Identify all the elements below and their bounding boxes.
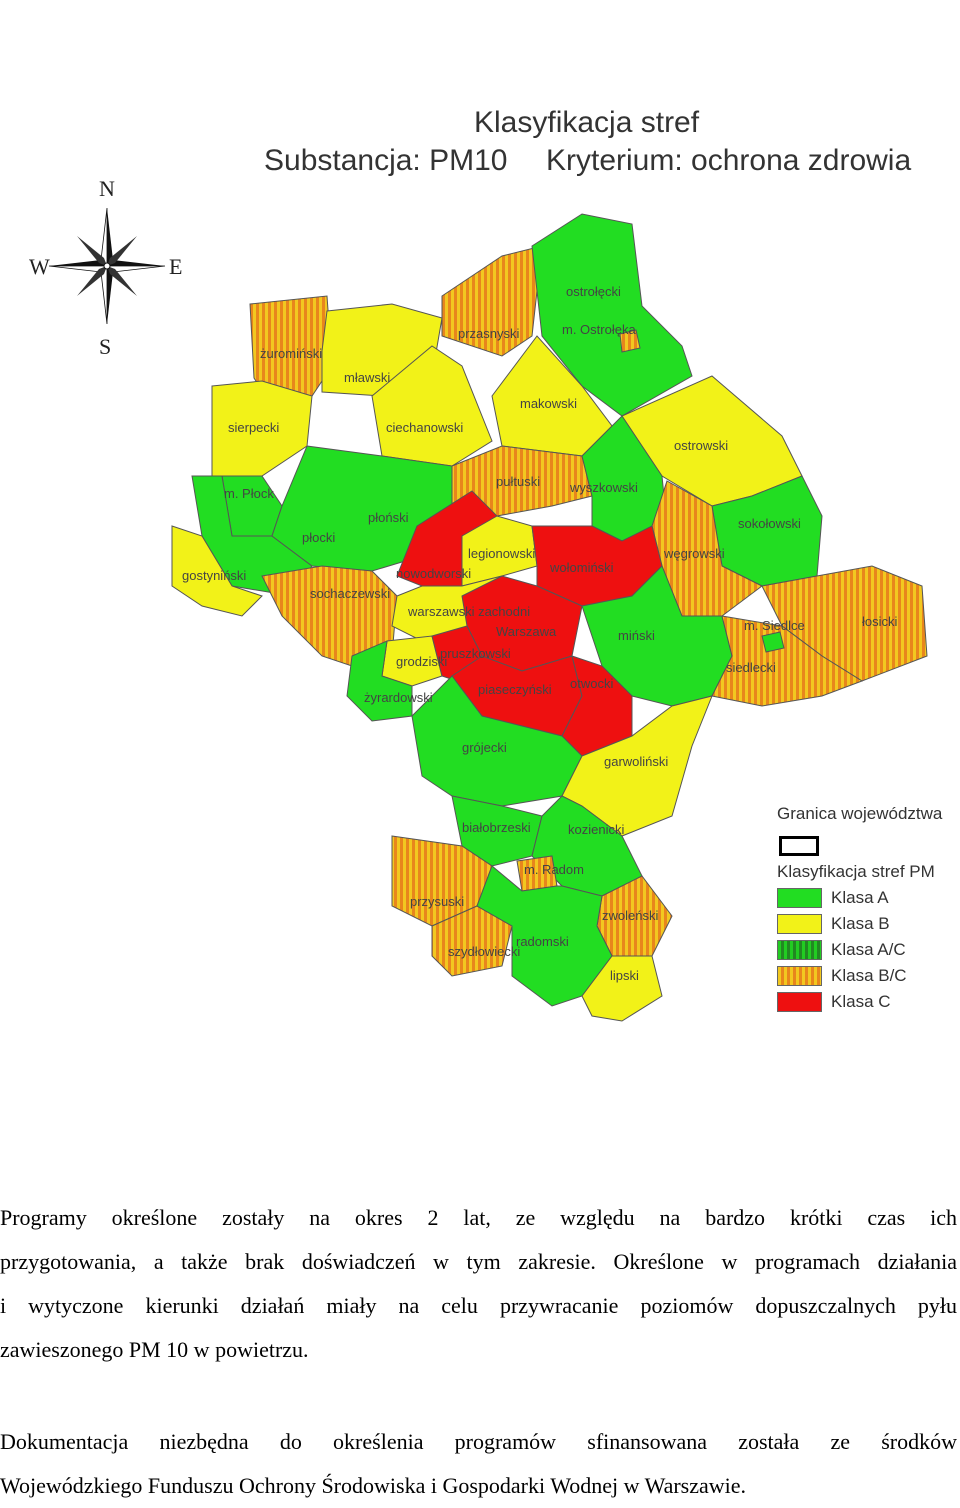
region-ostrolecki — [531, 213, 693, 417]
region-gostyninski — [171, 525, 263, 617]
district-label: wołomiński — [549, 560, 614, 575]
compass-e: E — [169, 254, 182, 279]
zone-classification-map: żuromiński mławski przasnyski ostrołęcki… — [22, 96, 960, 1030]
district-label: płocki — [302, 530, 335, 545]
legend-label: Klasa C — [831, 992, 891, 1011]
legend-border-swatch — [779, 836, 819, 856]
district-label: gostyniński — [182, 568, 246, 583]
district-label: lipski — [610, 968, 639, 983]
region-plonski — [271, 445, 453, 572]
map-criterion: Kryterium: ochrona zdrowia — [546, 144, 912, 177]
district-label: warszawski zachodni — [407, 604, 530, 619]
legend-label: Klasa A — [831, 888, 889, 907]
paragraph-funding: Dokumentacja niezbędna do określenia pro… — [0, 1420, 957, 1508]
district-label: grodziski — [396, 654, 447, 669]
district-label: pułtuski — [496, 474, 540, 489]
paragraph-programs: Programy określone zostały na okres 2 la… — [0, 1196, 957, 1372]
district-label: sierpecki — [228, 420, 279, 435]
legend-swatch — [777, 888, 822, 908]
text-line: Wojewódzkiego Funduszu Ochrony Środowisk… — [0, 1473, 747, 1498]
district-label: węgrowski — [663, 546, 725, 561]
text-line: i wytyczone kierunki działań miały na ce… — [0, 1293, 957, 1318]
district-label: m. Ostrołęka — [562, 322, 636, 337]
legend-label: Klasa B/C — [831, 966, 907, 985]
district-label: otwocki — [570, 676, 613, 691]
district-label: m. Płock — [224, 486, 274, 501]
district-label: wyszkowski — [569, 480, 638, 495]
region-zyrardowski — [346, 640, 413, 722]
region-lipski — [581, 955, 663, 1022]
region-radomski — [476, 865, 613, 1007]
region-m-siedlce — [761, 631, 785, 653]
text-line: przygotowania, a także brak doświadczeń … — [0, 1249, 957, 1274]
district-labels: żuromiński mławski przasnyski ostrołęcki… — [182, 284, 898, 983]
compass-s: S — [99, 334, 111, 359]
district-label: garwoliński — [604, 754, 668, 769]
legend-swatch — [777, 914, 822, 934]
district-label: Warszawa — [496, 624, 557, 639]
district-label: ciechanowski — [386, 420, 463, 435]
legend-label: Klasa A/C — [831, 940, 906, 959]
district-label: nowodworski — [396, 566, 471, 581]
compass-rose-icon: N S W E — [29, 176, 182, 359]
district-label: piaseczyński — [478, 682, 552, 697]
district-label: białobrzeski — [462, 820, 531, 835]
legend-swatch — [777, 992, 822, 1012]
text-line: Dokumentacja niezbędna do określenia pro… — [0, 1429, 957, 1454]
district-label: żuromiński — [260, 346, 322, 361]
district-label: m. Radom — [524, 862, 584, 877]
text-line: Programy określone zostały na okres 2 la… — [0, 1205, 957, 1230]
compass-n: N — [99, 176, 115, 201]
region-przasnyski — [441, 245, 543, 357]
legend-classification-title: Klasyfikacja stref PM — [777, 862, 935, 881]
district-label: kozienicki — [568, 822, 624, 837]
text-line: zawieszonego PM 10 w powietrzu. — [0, 1337, 309, 1362]
district-label: grójecki — [462, 740, 507, 755]
district-label: łosicki — [862, 614, 898, 629]
district-label: miński — [618, 628, 655, 643]
district-label: siedlecki — [726, 660, 776, 675]
compass-w: W — [29, 254, 50, 279]
map-substance: Substancja: PM10 — [264, 144, 508, 177]
legend-swatch — [777, 940, 822, 960]
map-title: Klasyfikacja stref — [474, 106, 700, 139]
legend-label: Klasa B — [831, 914, 890, 933]
district-label: radomski — [516, 934, 569, 949]
district-label: sochaczewski — [310, 586, 390, 601]
legend-border-title: Granica województwa — [777, 804, 943, 823]
district-label: przasnyski — [458, 326, 520, 341]
district-label: zwoleński — [602, 908, 658, 923]
map-graphic: żuromiński mławski przasnyski ostrołęcki… — [29, 176, 928, 1022]
district-label: ostrowski — [674, 438, 728, 453]
district-label: sokołowski — [738, 516, 801, 531]
district-label: płoński — [368, 510, 409, 525]
district-label: pruszkowski — [440, 646, 511, 661]
district-label: makowski — [520, 396, 577, 411]
district-label: m. Siedlce — [744, 618, 805, 633]
district-label: żyrardowski — [364, 690, 433, 705]
region-siedlecki — [711, 615, 864, 707]
region-m-ostroleka — [619, 329, 641, 353]
district-label: przysuski — [410, 894, 464, 909]
district-label: szydłowiecki — [448, 944, 520, 959]
district-label: legionowski — [468, 546, 535, 561]
district-label: ostrołęcki — [566, 284, 621, 299]
district-label: mławski — [344, 370, 390, 385]
legend-swatch — [777, 966, 822, 986]
